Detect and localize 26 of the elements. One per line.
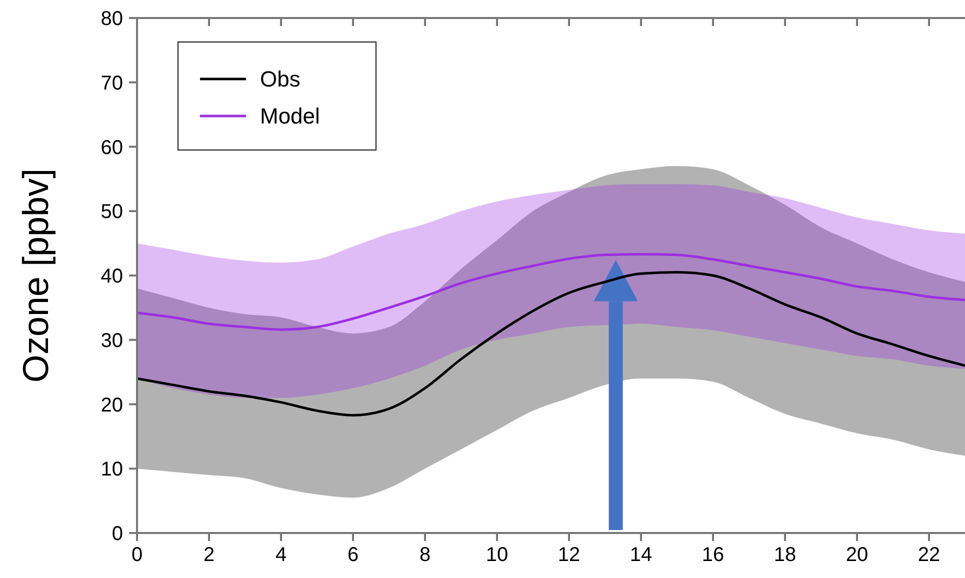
line-series: [136, 253, 965, 331]
y-tick-label: 0: [112, 523, 123, 545]
y-tick-label: 70: [100, 72, 123, 94]
y-tick-label: 50: [100, 201, 123, 224]
x-tick-label: 2: [203, 544, 215, 566]
y-tick-label: 60: [100, 136, 123, 159]
x-tick-label: 14: [630, 544, 652, 566]
y-tick-label: 40: [100, 266, 123, 288]
x-tick-label: 6: [347, 544, 359, 566]
x-tick-label: 10: [486, 544, 508, 566]
legend-label: Obs: [260, 66, 300, 92]
x-tick-label: 0: [131, 544, 143, 566]
line-series: [136, 271, 965, 416]
x-tick-label: 8: [419, 544, 431, 566]
legend-label: Model: [260, 104, 320, 129]
y-tick-label: 10: [100, 458, 123, 481]
x-tick-label: 20: [846, 544, 868, 566]
x-tick-label: 4: [275, 544, 287, 566]
y-axis-title: Ozone [ppbv]: [15, 168, 56, 383]
y-tick-label: 20: [100, 394, 123, 416]
y-tick-label: 80: [100, 8, 123, 30]
x-tick-label: 22: [918, 544, 940, 566]
y-tick-label: 30: [100, 330, 123, 352]
x-tick-label: 12: [558, 544, 580, 566]
x-tick-label: 16: [702, 544, 724, 566]
x-tick-label: 18: [774, 544, 796, 566]
